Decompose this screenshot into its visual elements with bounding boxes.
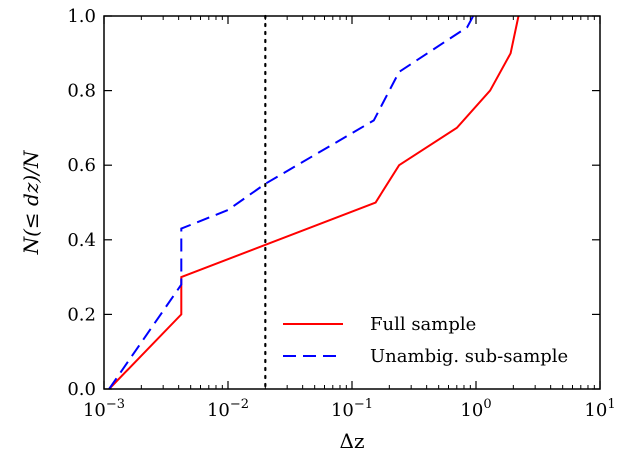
x-axis-label: Δz: [340, 429, 365, 453]
legend-label-unambig-sub-sample: Unambig. sub-sample: [370, 346, 568, 367]
y-tick-label-0: 0.0: [67, 379, 96, 400]
x-tick-label-4: 101: [584, 397, 615, 421]
y-tick-label-2: 0.4: [67, 230, 96, 251]
legend-label-full-sample: Full sample: [370, 314, 476, 335]
y-tick-label-1: 0.2: [67, 304, 96, 325]
y-tick-label-4: 0.8: [67, 81, 96, 102]
legend: Full sample Unambig. sub-sample: [283, 314, 568, 367]
x-tick-label-3: 100: [460, 397, 491, 421]
x-tick-label-2: 10−1: [331, 397, 373, 421]
x-tick-label-0: 10−3: [83, 397, 125, 421]
y-tick-label-5: 1.0: [67, 6, 96, 27]
x-tick-label-1: 10−2: [207, 397, 249, 421]
y-tick-label-3: 0.6: [67, 155, 96, 176]
plot-frame: [104, 16, 600, 389]
y-axis-label: N(≤ dz)/N: [19, 149, 43, 255]
